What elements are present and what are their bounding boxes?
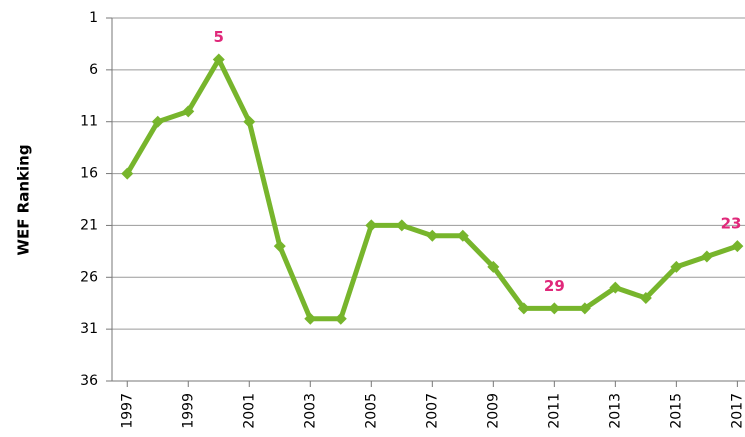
marker (456, 229, 469, 242)
marker (365, 219, 378, 232)
y-tick-label: 11 (80, 114, 98, 130)
x-tick-label: 2001 (241, 393, 257, 429)
x-tick-label: 1999 (180, 393, 196, 429)
x-tick-label: 2005 (363, 393, 379, 429)
marker (151, 115, 164, 128)
y-tick-label: 21 (80, 217, 98, 233)
line (125, 56, 739, 322)
marker (731, 240, 744, 253)
y-tick-label: 1 (89, 10, 98, 26)
x-tick-label: 2011 (546, 393, 562, 429)
y-tick-label: 6 (89, 62, 98, 78)
marker (639, 292, 652, 305)
marker (517, 302, 530, 315)
marker (182, 105, 195, 118)
marker (243, 115, 256, 128)
marker (548, 302, 561, 315)
x-tick-label: 2013 (607, 393, 623, 429)
y-tick-label: 36 (80, 373, 98, 389)
x-tick-label: 2007 (424, 393, 440, 429)
marker (487, 260, 500, 273)
marker (609, 281, 622, 294)
y-tick-label: 31 (80, 321, 98, 337)
marker (426, 229, 439, 242)
marker (334, 312, 347, 325)
data-label: 5 (214, 28, 224, 46)
marker (304, 312, 317, 325)
x-tick-label: 2015 (668, 393, 684, 429)
x-tick-label: 2017 (729, 393, 745, 429)
marker (395, 219, 408, 232)
data-label: 29 (544, 277, 565, 295)
data-label: 23 (721, 215, 742, 233)
y-tick-label: 16 (80, 166, 98, 182)
marker (670, 260, 683, 273)
y-axis-label: WEF Ranking (15, 144, 33, 255)
marker (578, 302, 591, 315)
marker (273, 240, 286, 253)
x-tick-label: 1997 (119, 393, 135, 429)
marker (212, 53, 225, 66)
marker (700, 250, 713, 263)
marker (121, 167, 134, 180)
x-tick-label: 2003 (302, 393, 318, 429)
x-tick-label: 2009 (485, 393, 501, 429)
y-tick-label: 26 (80, 269, 98, 285)
